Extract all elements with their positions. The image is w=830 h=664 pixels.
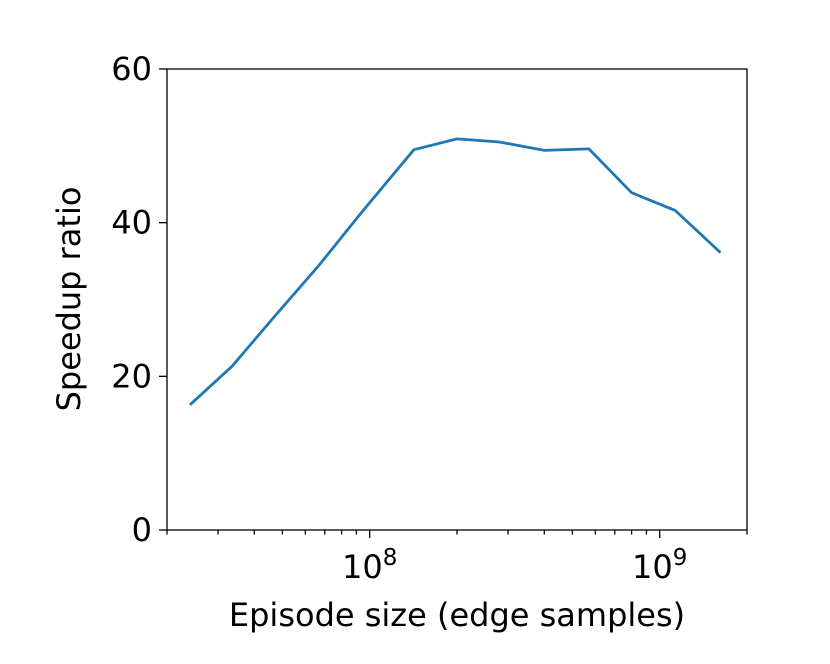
y-tick-label: 0 [132, 511, 152, 549]
y-tick-label: 60 [111, 50, 152, 88]
y-axis-label: Speedup ratio [50, 187, 88, 412]
x-tick-label: 109 [632, 545, 687, 586]
y-tick-label: 20 [111, 357, 152, 395]
y-tick-label: 40 [111, 204, 152, 242]
series-layer [189, 137, 722, 406]
ticks-layer: 0 20 40 60 108 109 [111, 50, 748, 586]
speedup-series-line [189, 137, 722, 406]
plot-frame [166, 68, 748, 531]
x-tick-label: 108 [342, 545, 397, 586]
x-axis-label: Episode size (edge samples) [229, 596, 685, 634]
